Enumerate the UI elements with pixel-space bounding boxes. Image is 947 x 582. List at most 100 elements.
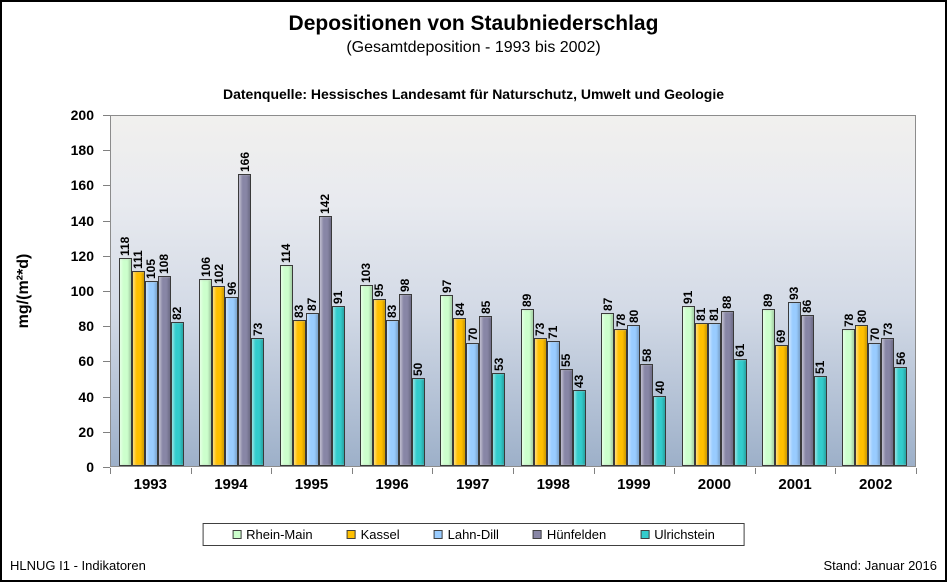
y-axis-tick-mark bbox=[103, 150, 110, 152]
legend-swatch-icon bbox=[433, 530, 443, 539]
bar-group-1995: 114 83 87 142 91 bbox=[272, 116, 352, 466]
legend-item-ulrichstein: Ulrichstein bbox=[640, 527, 715, 542]
bar-hünfelden-1995: 142 bbox=[318, 194, 332, 466]
bar-value-label: 86 bbox=[800, 299, 815, 313]
bar-value-label: 71 bbox=[546, 325, 561, 339]
bar-value-label: 87 bbox=[600, 297, 615, 311]
y-axis-tick-mark bbox=[103, 220, 110, 222]
bar-value-label: 93 bbox=[787, 286, 802, 300]
bar-value-label: 80 bbox=[854, 309, 869, 323]
bar-hünfelden-2001: 86 bbox=[800, 300, 814, 466]
bar-group-1994: 106 102 96 166 73 bbox=[191, 116, 271, 466]
bar-kassel-1995: 83 bbox=[292, 305, 306, 466]
bar-lahn-dill-1996: 83 bbox=[385, 305, 399, 466]
y-axis-tick-label: 20 bbox=[78, 423, 94, 440]
bar-value-label: 61 bbox=[733, 343, 748, 357]
legend-label: Lahn-Dill bbox=[447, 527, 499, 542]
bar-value-label: 80 bbox=[626, 309, 641, 323]
bar-value-label: 106 bbox=[198, 256, 213, 277]
y-axis-tick-label: 60 bbox=[78, 353, 94, 370]
bar-hünfelden-2002: 73 bbox=[881, 323, 895, 466]
bar-rhein-main-1999: 87 bbox=[601, 298, 615, 466]
bar-value-label: 56 bbox=[893, 351, 908, 365]
bar-group-1997: 97 84 70 85 53 bbox=[433, 116, 513, 466]
bar-value-label: 87 bbox=[305, 297, 320, 311]
bar-value-label: 89 bbox=[520, 293, 535, 307]
bar-ulrichstein-1998: 43 bbox=[572, 375, 586, 466]
bar-rhein-main-1993: 118 bbox=[118, 237, 132, 466]
legend-item-kassel: Kassel bbox=[346, 527, 400, 542]
bar-value-label: 96 bbox=[224, 281, 239, 295]
bar-value-label: 73 bbox=[250, 322, 265, 336]
bar-value-label: 82 bbox=[170, 306, 185, 320]
bar-value-label: 84 bbox=[452, 302, 467, 316]
bar-group-1999: 87 78 80 58 40 bbox=[593, 116, 673, 466]
bar-ulrichstein-1994: 73 bbox=[251, 323, 265, 466]
bar-group-1996: 103 95 83 98 50 bbox=[352, 116, 432, 466]
legend-swatch-icon bbox=[232, 530, 242, 539]
y-axis-tick-label: 40 bbox=[78, 388, 94, 405]
x-axis-tick-mark bbox=[594, 468, 595, 474]
bar-kassel-2000: 81 bbox=[694, 308, 708, 466]
legend-item-rhein-main: Rhein-Main bbox=[232, 527, 313, 542]
x-axis-labels: 1993 1994 1995 1996 1997 1998 1999 2000 2001 2002 bbox=[110, 476, 916, 493]
bar-value-label: 89 bbox=[761, 293, 776, 307]
bar-value-label: 78 bbox=[841, 313, 856, 327]
bar-kassel-2001: 69 bbox=[774, 330, 788, 466]
bar-rhein-main-2000: 91 bbox=[681, 291, 695, 466]
y-axis-tick-mark bbox=[103, 431, 110, 433]
bar-hünfelden-1996: 98 bbox=[398, 279, 412, 466]
bar-value-label: 142 bbox=[318, 193, 333, 214]
bar-group-2002: 78 80 70 73 56 bbox=[835, 116, 915, 466]
legend: Rhein-Main Kassel Lahn-Dill Hünfelden Ulrich… bbox=[202, 523, 745, 546]
y-axis-tick-mark bbox=[103, 115, 110, 116]
x-axis-tick-mark bbox=[916, 468, 917, 474]
bar-lahn-dill-2000: 81 bbox=[707, 308, 721, 466]
bar-rhein-main-2002: 78 bbox=[842, 314, 856, 466]
x-axis-tick-mark bbox=[191, 468, 192, 474]
bar-lahn-dill-2001: 93 bbox=[787, 287, 801, 466]
bar-lahn-dill-1999: 80 bbox=[627, 310, 641, 466]
bar-value-label: 81 bbox=[694, 307, 709, 321]
legend-item-lahn-dill: Lahn-Dill bbox=[433, 527, 499, 542]
legend-swatch-icon bbox=[640, 530, 650, 539]
bar-value-label: 69 bbox=[774, 329, 789, 343]
x-axis-tick-mark bbox=[110, 468, 111, 474]
bar-value-label: 58 bbox=[639, 348, 654, 362]
bar-ulrichstein-1996: 50 bbox=[411, 363, 425, 466]
bar-value-label: 95 bbox=[372, 283, 387, 297]
y-axis-tick-mark bbox=[103, 255, 110, 257]
bar-hünfelden-1998: 55 bbox=[559, 354, 573, 466]
x-axis-label-2001: 2001 bbox=[778, 476, 812, 493]
bar-value-label: 98 bbox=[398, 278, 413, 292]
bar-value-label: 88 bbox=[720, 295, 735, 309]
bar-lahn-dill-1994: 96 bbox=[225, 282, 239, 466]
y-axis-tick-label: 200 bbox=[70, 107, 94, 123]
data-source-caption: Datenquelle: Hessisches Landesamt für Na… bbox=[223, 86, 724, 102]
x-axis-label-1999: 1999 bbox=[617, 476, 651, 493]
bar-value-label: 70 bbox=[867, 327, 882, 341]
bar-value-label: 78 bbox=[613, 313, 628, 327]
legend-item-hünfelden: Hünfelden bbox=[532, 527, 606, 542]
legend-label: Ulrichstein bbox=[654, 527, 715, 542]
legend-label: Kassel bbox=[360, 527, 400, 542]
x-axis-label-2000: 2000 bbox=[697, 476, 732, 493]
x-axis-label-1998: 1998 bbox=[536, 476, 570, 493]
bar-ulrichstein-1995: 91 bbox=[331, 291, 345, 466]
bar-kassel-1993: 111 bbox=[131, 250, 145, 466]
x-axis-label-1997: 1997 bbox=[455, 476, 490, 493]
footer-date-label: Stand: Januar 2016 bbox=[823, 558, 937, 573]
bar-value-label: 43 bbox=[572, 374, 587, 388]
chart-title: Depositionen von Staubniederschlag bbox=[288, 12, 659, 35]
x-axis-tick-mark bbox=[432, 468, 433, 474]
bar-ulrichstein-1997: 53 bbox=[492, 358, 506, 466]
bar-value-label: 40 bbox=[652, 380, 667, 394]
bar-rhein-main-1995: 114 bbox=[279, 244, 293, 466]
y-axis-tick-label: 0 bbox=[86, 459, 94, 475]
x-axis-tick-mark bbox=[835, 468, 836, 474]
bar-kassel-1994: 102 bbox=[212, 264, 226, 466]
bar-kassel-2002: 80 bbox=[855, 310, 869, 466]
bar-kassel-1999: 78 bbox=[614, 314, 628, 466]
x-axis-label-1993: 1993 bbox=[133, 476, 167, 493]
footer-indicator-label: HLNUG I1 - Indikatoren bbox=[10, 558, 146, 573]
